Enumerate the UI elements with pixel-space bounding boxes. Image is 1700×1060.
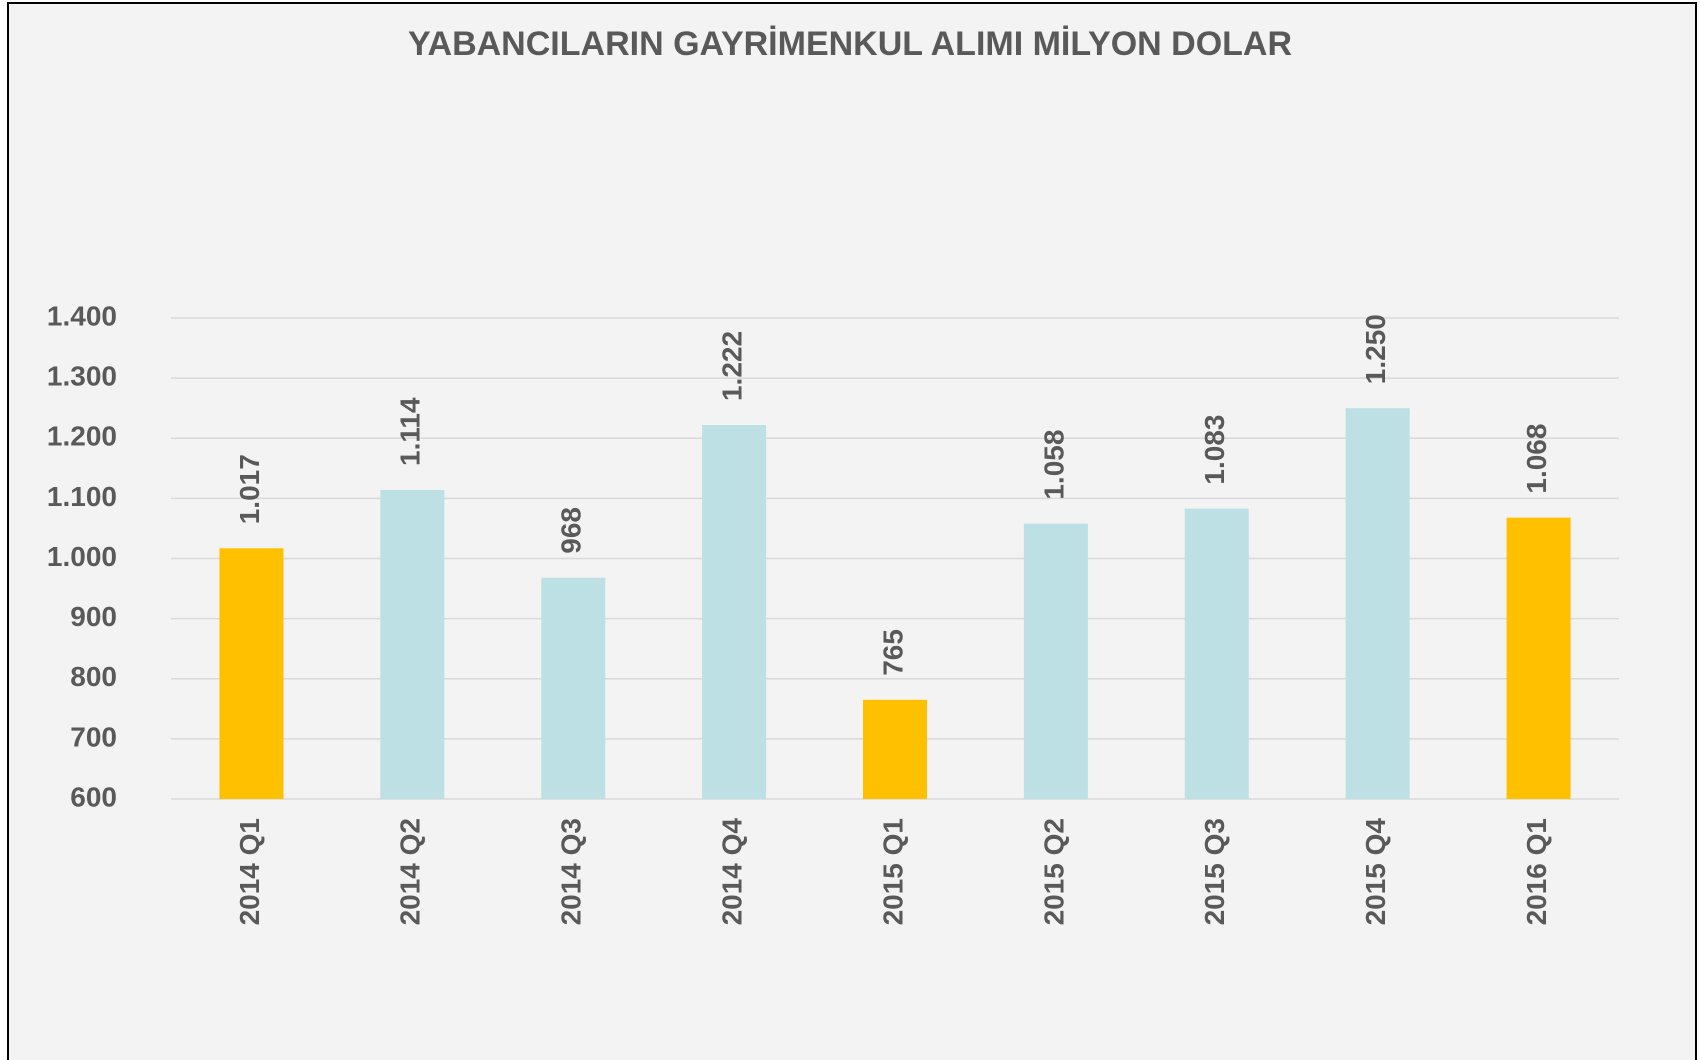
y-tick-label: 1.000	[47, 541, 117, 572]
bar	[219, 548, 284, 799]
bar	[541, 577, 606, 799]
bar	[1023, 523, 1088, 799]
y-tick-label: 1.400	[47, 300, 117, 331]
data-label: 1.222	[717, 331, 748, 401]
y-tick-label: 900	[70, 601, 117, 632]
x-tick-label: 2014 Q1	[234, 818, 265, 925]
data-label: 1.250	[1360, 314, 1391, 384]
y-tick-label: 1.200	[47, 421, 117, 452]
data-label: 1.017	[234, 454, 265, 524]
y-tick-label: 1.100	[47, 481, 117, 512]
x-tick-label: 2014 Q2	[395, 818, 426, 925]
chart-title: YABANCILARIN GAYRİMENKUL ALIMI MİLYON DO…	[408, 25, 1292, 63]
data-label: 1.083	[1199, 415, 1230, 485]
x-tick-label: 2015 Q2	[1038, 818, 1069, 925]
y-tick-label: 800	[70, 661, 117, 692]
y-tick-label: 600	[70, 781, 117, 812]
bar	[1184, 508, 1249, 799]
bar	[1506, 517, 1571, 799]
bar	[1345, 408, 1410, 799]
data-label: 1.058	[1038, 430, 1069, 500]
x-tick-label: 2016 Q1	[1521, 818, 1552, 925]
chart-frame	[7, 2, 1697, 1060]
x-tick-label: 2015 Q4	[1360, 818, 1391, 926]
data-label: 1.114	[395, 397, 426, 466]
x-tick-label: 2014 Q4	[717, 818, 748, 926]
data-label: 765	[877, 629, 908, 676]
x-tick-label: 2015 Q1	[877, 818, 908, 925]
y-tick-label: 1.300	[47, 361, 117, 392]
bar	[702, 425, 767, 799]
bar	[863, 699, 927, 799]
y-tick-label: 700	[70, 721, 117, 752]
x-tick-label: 2014 Q3	[556, 818, 587, 925]
bar	[380, 489, 445, 799]
data-label: 968	[556, 507, 587, 554]
x-tick-label: 2015 Q3	[1199, 818, 1230, 925]
data-label: 1.068	[1521, 424, 1552, 494]
